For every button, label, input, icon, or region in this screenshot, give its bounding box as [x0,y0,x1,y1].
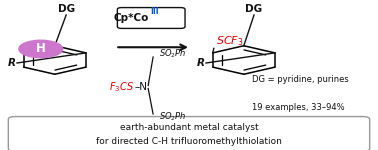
Text: DG: DG [245,4,263,14]
Text: –N: –N [135,82,148,92]
Text: DG: DG [57,4,75,14]
Text: H: H [36,42,46,56]
Text: 19 examples, 33–94%: 19 examples, 33–94% [252,103,345,112]
Text: $SCF_3$: $SCF_3$ [216,34,243,48]
Text: R: R [8,58,15,68]
FancyBboxPatch shape [8,117,370,150]
Text: III: III [150,7,159,16]
Text: earth-abundant metal catalyst: earth-abundant metal catalyst [120,123,258,132]
FancyBboxPatch shape [117,8,185,28]
Text: $SO_2Ph$: $SO_2Ph$ [159,111,186,123]
Text: DG = pyridine, purines: DG = pyridine, purines [252,75,349,84]
Text: Cp*Co: Cp*Co [114,13,149,23]
Circle shape [19,40,63,58]
Text: R: R [197,58,204,68]
Text: $F_3CS$: $F_3CS$ [109,80,134,94]
Text: $SO_2Ph$: $SO_2Ph$ [159,48,186,60]
Text: for directed C-H trifluoromethylthiolation: for directed C-H trifluoromethylthiolati… [96,137,282,146]
